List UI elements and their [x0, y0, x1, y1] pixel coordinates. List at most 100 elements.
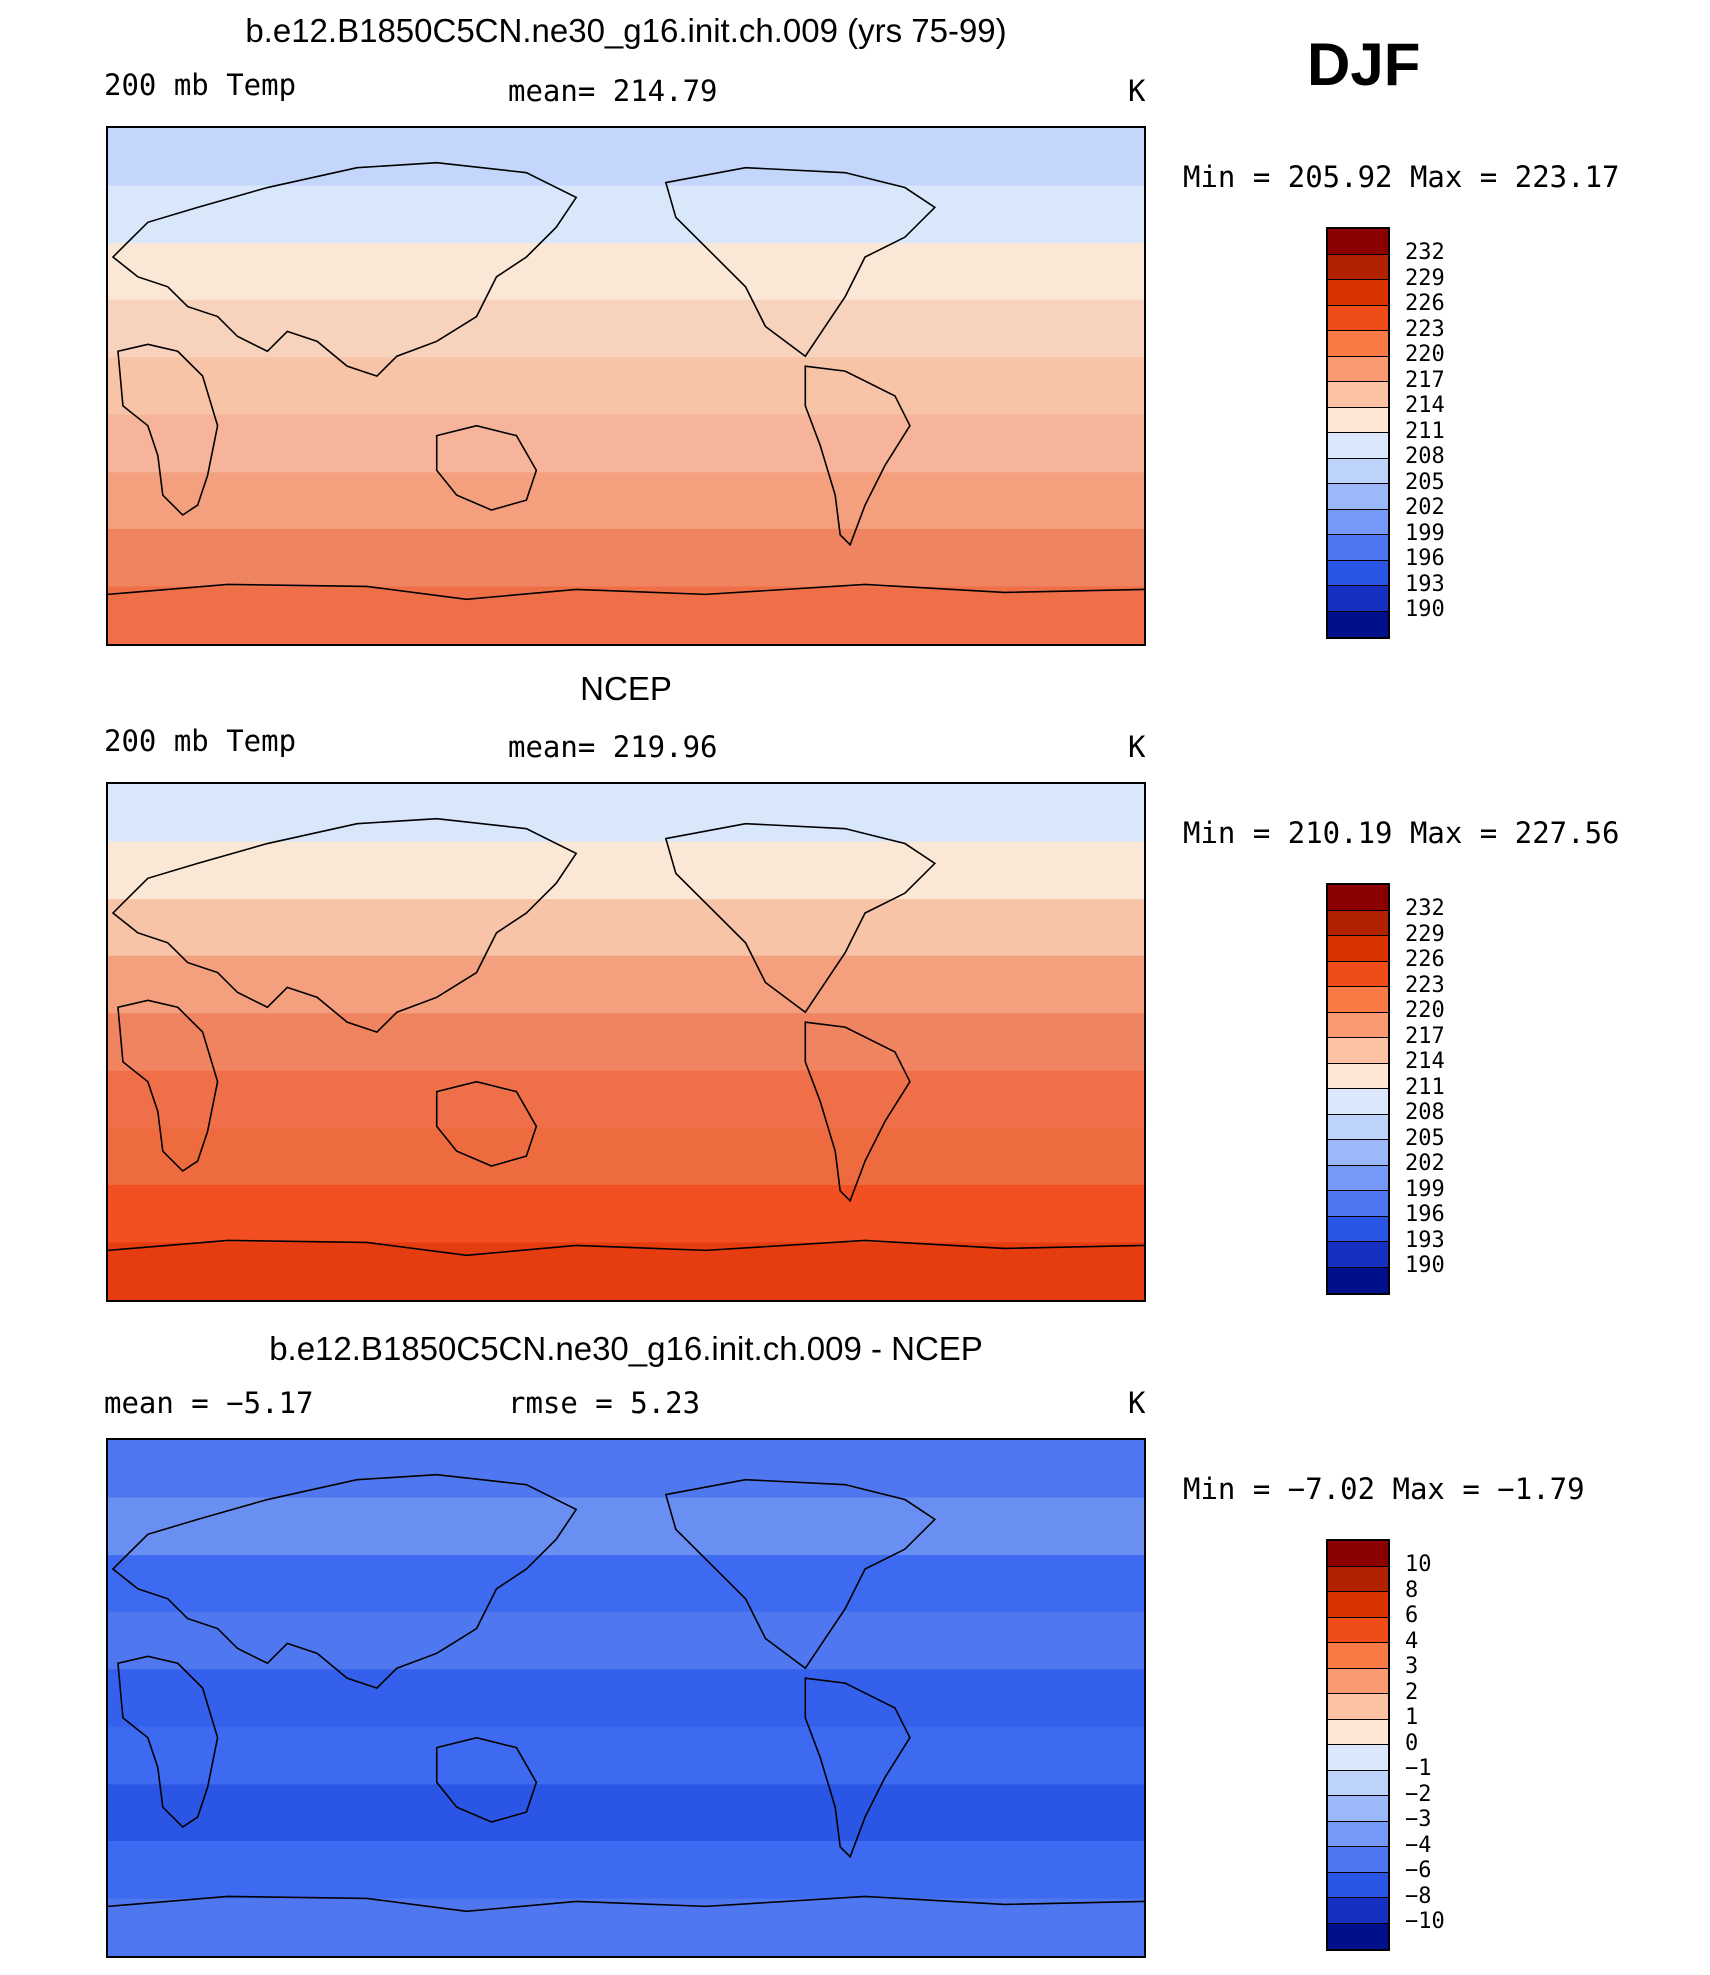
colorbar-box	[1328, 910, 1388, 936]
panel-1-variable-label: 200 mb Temp	[104, 68, 297, 102]
colorbar-tick-label: 226	[1405, 291, 1445, 316]
colorbar-tick-label: 202	[1405, 1151, 1445, 1176]
coastline	[664, 1478, 937, 1670]
panel-3-rmse-label: rmse = 5.23	[508, 1386, 701, 1420]
colorbar-box	[1328, 1566, 1388, 1592]
panel-1-minmax-label: Min = 205.92 Max = 223.17	[1183, 160, 1620, 194]
panel-2-variable-label: 200 mb Temp	[104, 724, 297, 758]
contour-band	[108, 955, 1144, 1015]
contour-band	[108, 586, 1144, 644]
panel-3-units-label: K	[1128, 1386, 1146, 1420]
colorbar-box	[1328, 1063, 1388, 1089]
contour-band	[108, 1242, 1144, 1300]
colorbar-box	[1328, 1796, 1388, 1822]
colorbar-box	[1328, 1191, 1388, 1217]
colorbar-tick-label: 190	[1405, 597, 1445, 622]
colorbar-box	[1328, 1242, 1388, 1268]
map-1	[108, 128, 1144, 644]
colorbar-tick-label: 220	[1405, 342, 1445, 367]
panel-2-minmax-label: Min = 210.19 Max = 227.56	[1183, 816, 1620, 850]
panel-3-title: b.e12.B1850C5CN.ne30_g16.init.ch.009 - N…	[269, 1330, 983, 1367]
colorbar-tick-label: −8	[1405, 1883, 1432, 1909]
colorbar-box	[1328, 229, 1388, 255]
panel-2-mean-label: mean= 219.96	[508, 730, 718, 764]
colorbar-box	[1328, 280, 1388, 306]
coastline	[804, 1021, 911, 1203]
season-label: DJF	[1307, 31, 1421, 98]
colorbar-tick-label: 208	[1405, 444, 1445, 469]
colorbar-tick-label: 6	[1405, 1603, 1419, 1628]
colorbar-tick-label: 211	[1405, 418, 1445, 444]
panel-1-colorbar	[1326, 227, 1390, 639]
panel-1-map	[106, 126, 1146, 646]
colorbar-box	[1328, 1694, 1388, 1720]
colorbar-box	[1328, 1770, 1388, 1796]
colorbar-box	[1328, 1719, 1388, 1745]
colorbar-tick-label: 196	[1405, 1202, 1445, 1227]
map-3	[108, 1440, 1144, 1956]
colorbar-box	[1328, 560, 1388, 586]
coastline	[108, 583, 1144, 601]
colorbar-tick-label: −3	[1405, 1807, 1432, 1832]
colorbar-tick-label: 193	[1405, 1227, 1445, 1253]
colorbar-tick-label: 205	[1405, 1125, 1445, 1151]
panel-1-title: b.e12.B1850C5CN.ne30_g16.init.ch.009 (yr…	[245, 12, 1007, 49]
colorbar-tick-label: 199	[1405, 1176, 1445, 1202]
colorbar-box	[1328, 1165, 1388, 1191]
colorbar-tick-label: 217	[1405, 367, 1445, 393]
contour-band	[108, 243, 1144, 301]
colorbar-box	[1328, 1541, 1388, 1567]
colorbar-tick-label: 10	[1405, 1552, 1432, 1577]
colorbar-tick-label: 0	[1405, 1730, 1419, 1756]
colorbar-box	[1328, 356, 1388, 382]
contour-band	[108, 472, 1144, 530]
panel-3-map	[106, 1438, 1146, 1958]
colorbar-box	[1328, 1668, 1388, 1694]
coastline	[117, 999, 219, 1173]
colorbar-tick-label: 223	[1405, 316, 1445, 342]
contour-band	[108, 1840, 1144, 1900]
contour-band	[108, 1070, 1144, 1130]
colorbar-tick-label: −1	[1405, 1756, 1432, 1781]
panel-1-mean-label: mean= 214.79	[508, 74, 718, 108]
colorbar-box	[1328, 305, 1388, 331]
coastline	[664, 822, 937, 1014]
coastline	[435, 1736, 538, 1823]
panel-3-minmax-label: Min = −7.02 Max = −1.79	[1183, 1472, 1585, 1506]
coastline	[108, 1239, 1144, 1257]
coastline	[435, 424, 538, 511]
colorbar-box	[1328, 1216, 1388, 1242]
panel-2-title: NCEP	[580, 670, 672, 707]
colorbar-tick-label: 220	[1405, 998, 1445, 1023]
colorbar-box	[1328, 1038, 1388, 1064]
contour-band	[108, 1898, 1144, 1956]
colorbar-box	[1328, 382, 1388, 408]
contour-band	[108, 1611, 1144, 1671]
colorbar-tick-label: 229	[1405, 921, 1445, 947]
colorbar-tick-label: −10	[1405, 1909, 1445, 1934]
colorbar-box	[1328, 1923, 1388, 1949]
contour-band	[108, 899, 1144, 957]
colorbar-box	[1328, 586, 1388, 612]
colorbar-tick-label: 2	[1405, 1679, 1419, 1705]
colorbar-tick-label: 232	[1405, 896, 1445, 921]
panel-2-colorbar-labels: 232 229 226 223 220 217 214 211 208 205 202 199 196 1…	[1405, 896, 1445, 1279]
colorbar-box	[1328, 1872, 1388, 1898]
colorbar-box	[1328, 1089, 1388, 1115]
colorbar-tick-label: 190	[1405, 1253, 1445, 1278]
colorbar-box	[1328, 987, 1388, 1013]
colorbar-box	[1328, 433, 1388, 459]
colorbar-tick-label: 1	[1405, 1705, 1419, 1730]
contour-band	[108, 1784, 1144, 1842]
colorbar-box	[1328, 458, 1388, 484]
colorbar-tick-label: 223	[1405, 972, 1445, 998]
contour-band	[108, 414, 1144, 474]
colorbar-tick-label: −4	[1405, 1832, 1432, 1858]
panel-1-colorbar-labels: 232 229 226 223 220 217 214 211 208 205 202 199 196 1…	[1405, 240, 1445, 623]
colorbar-box	[1328, 1592, 1388, 1618]
colorbar-tick-label: 211	[1405, 1074, 1445, 1100]
coastline	[435, 1080, 538, 1167]
contour-band	[108, 1013, 1144, 1072]
colorbar-box	[1328, 535, 1388, 561]
panel-2-units-label: K	[1128, 730, 1146, 764]
